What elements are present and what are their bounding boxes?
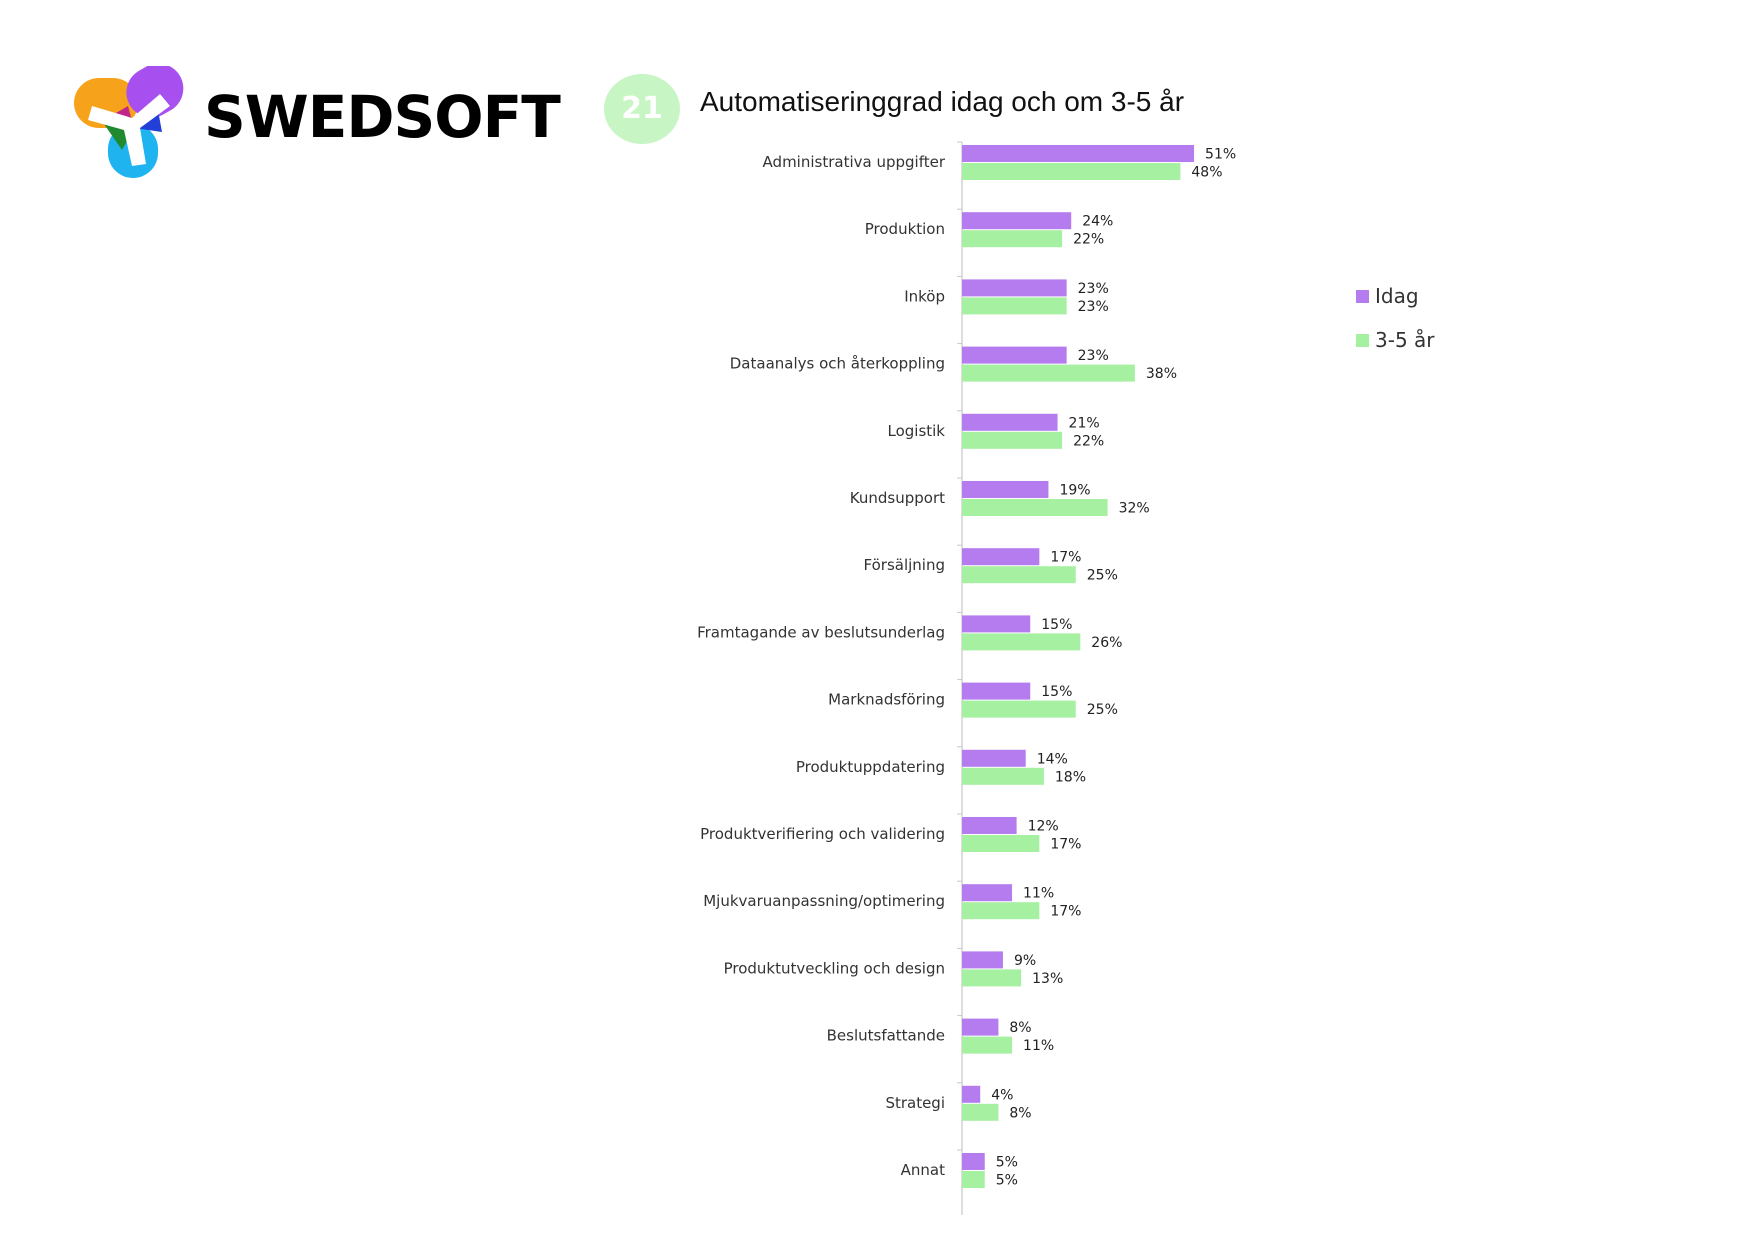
- data-label-idag: 5%: [996, 1155, 1018, 1171]
- data-label-3-5-ar: 22%: [1073, 232, 1104, 248]
- category-label: Dataanalys och återkoppling: [730, 355, 945, 373]
- data-label-3-5-ar: 23%: [1078, 299, 1109, 315]
- category-label: Beslutsfattande: [827, 1027, 945, 1045]
- legend-label-idag: Idag: [1375, 284, 1419, 308]
- bar-3-5-ar: [962, 767, 1044, 785]
- legend-label-3-5-ar: 3-5 år: [1375, 328, 1435, 352]
- data-label-idag: 51%: [1205, 147, 1236, 163]
- bar-idag: [962, 481, 1049, 498]
- bar-idag: [962, 212, 1072, 230]
- bar-3-5-ar: [962, 566, 1076, 584]
- category-label: Produktutveckling och design: [724, 959, 945, 977]
- swedsoft-logo: SWEDSOFT: [74, 66, 561, 186]
- bar-3-5-ar: [962, 1171, 985, 1188]
- bar-idag: [962, 145, 1195, 162]
- bar-3-5-ar: [962, 163, 1181, 180]
- bar-3-5-ar: [962, 364, 1135, 382]
- category-label: Produktuppdatering: [796, 758, 945, 776]
- bar-idag: [962, 951, 1003, 969]
- category-label: Produktion: [865, 220, 945, 238]
- bar-idag: [962, 1018, 999, 1036]
- bar-3-5-ar: [962, 902, 1040, 920]
- category-label: Kundsupport: [850, 489, 945, 507]
- data-label-3-5-ar: 13%: [1032, 971, 1063, 987]
- bar-3-5-ar: [962, 499, 1108, 516]
- bar-3-5-ar: [962, 700, 1076, 718]
- bar-3-5-ar: [962, 431, 1063, 449]
- data-label-3-5-ar: 26%: [1091, 635, 1122, 651]
- data-label-idag: 15%: [1041, 684, 1072, 700]
- category-label: Strategi: [885, 1094, 945, 1112]
- bar-idag: [962, 682, 1031, 700]
- brand-name: SWEDSOFT: [204, 83, 561, 151]
- data-label-3-5-ar: 17%: [1050, 904, 1081, 920]
- data-label-idag: 21%: [1069, 415, 1100, 431]
- chart-legend: Idag 3-5 år: [1356, 282, 1435, 370]
- bar-3-5-ar: [962, 969, 1022, 987]
- category-label: Annat: [901, 1161, 945, 1179]
- data-label-3-5-ar: 25%: [1087, 568, 1118, 584]
- bar-3-5-ar: [962, 297, 1067, 315]
- category-label: Framtagande av beslutsunderlag: [697, 623, 945, 641]
- chart-number-badge: 21: [604, 74, 680, 144]
- data-label-3-5-ar: 22%: [1073, 433, 1104, 449]
- bar-idag: [962, 749, 1026, 767]
- data-label-3-5-ar: 17%: [1050, 837, 1081, 853]
- chart-title: Automatiseringgrad idag och om 3-5 år: [700, 86, 1185, 117]
- data-label-idag: 24%: [1082, 214, 1113, 230]
- data-label-idag: 23%: [1078, 348, 1109, 364]
- data-label-idag: 17%: [1050, 550, 1081, 566]
- legend-swatch-idag: [1356, 289, 1369, 303]
- bar-idag: [962, 279, 1067, 297]
- category-label: Försäljning: [864, 556, 945, 574]
- swedsoft-logo-mark: [74, 66, 184, 178]
- bar-3-5-ar: [962, 1036, 1013, 1054]
- bar-3-5-ar: [962, 1103, 999, 1121]
- bar-idag: [962, 346, 1067, 364]
- bar-idag: [962, 413, 1058, 431]
- bar-3-5-ar: [962, 633, 1081, 651]
- category-label: Logistik: [887, 422, 945, 440]
- data-label-idag: 9%: [1014, 953, 1036, 969]
- bar-idag: [962, 548, 1040, 566]
- data-label-idag: 15%: [1041, 617, 1072, 633]
- category-label: Mjukvaruanpassning/optimering: [703, 892, 945, 910]
- data-label-3-5-ar: 5%: [996, 1173, 1018, 1189]
- data-label-idag: 19%: [1059, 483, 1090, 499]
- bar-idag: [962, 1153, 985, 1170]
- bar-idag: [962, 817, 1017, 834]
- data-label-3-5-ar: 38%: [1146, 366, 1177, 382]
- category-label: Produktverifiering och validering: [700, 825, 945, 843]
- legend-swatch-3-5-ar: [1356, 333, 1369, 347]
- data-label-idag: 14%: [1037, 751, 1068, 767]
- data-label-3-5-ar: 48%: [1191, 165, 1222, 181]
- category-label: Marknadsföring: [828, 691, 945, 709]
- category-label: Administrativa uppgifter: [763, 153, 946, 171]
- bar-idag: [962, 1085, 981, 1103]
- data-label-idag: 11%: [1023, 886, 1054, 902]
- data-label-3-5-ar: 32%: [1119, 501, 1150, 517]
- data-label-idag: 4%: [991, 1087, 1013, 1103]
- legend-item-idag: Idag: [1356, 282, 1435, 310]
- data-label-idag: 23%: [1078, 281, 1109, 297]
- data-label-3-5-ar: 8%: [1009, 1105, 1031, 1121]
- data-label-3-5-ar: 11%: [1023, 1038, 1054, 1054]
- bar-3-5-ar: [962, 835, 1040, 852]
- data-label-idag: 8%: [1009, 1020, 1031, 1036]
- data-label-idag: 12%: [1028, 819, 1059, 835]
- bar-idag: [962, 615, 1031, 633]
- legend-item-3-5-ar: 3-5 år: [1356, 326, 1435, 354]
- data-label-3-5-ar: 25%: [1087, 702, 1118, 718]
- category-label: Inköp: [904, 287, 945, 305]
- data-label-3-5-ar: 18%: [1055, 769, 1086, 785]
- bar-idag: [962, 884, 1013, 902]
- bar-3-5-ar: [962, 230, 1063, 248]
